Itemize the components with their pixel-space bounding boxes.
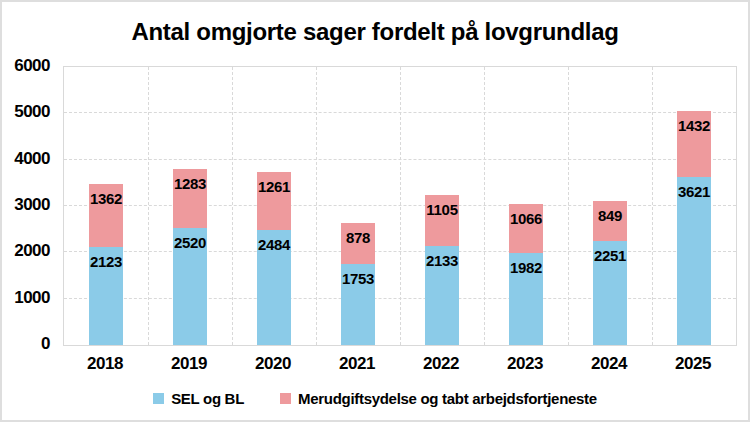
- v-gridline: [316, 67, 317, 345]
- x-tick-label: 2023: [483, 354, 567, 374]
- v-gridline: [232, 67, 233, 345]
- legend-swatch: [153, 393, 164, 404]
- y-axis: 0100020003000400050006000: [2, 66, 50, 344]
- bar-value-label: 2251: [578, 247, 642, 265]
- legend-label: Merudgiftsydelse og tabt arbejdsfortjene…: [298, 390, 597, 407]
- bar-value-label: 2520: [158, 234, 222, 252]
- bar-value-label: 1982: [494, 259, 558, 277]
- bar-value-label: 1105: [410, 201, 474, 219]
- y-tick-label: 2000: [2, 241, 50, 261]
- legend-item: SEL og BL: [153, 390, 244, 407]
- x-tick-label: 2024: [567, 354, 651, 374]
- bar-value-label: 1283: [158, 175, 222, 193]
- bar-value-label: 1432: [662, 117, 726, 135]
- x-axis: 20182019202020212022202320242025: [63, 354, 735, 374]
- v-gridline: [400, 67, 401, 345]
- bar-value-label: 2484: [242, 236, 306, 254]
- y-tick-label: 3000: [2, 195, 50, 215]
- bar-value-label: 849: [578, 207, 642, 225]
- y-tick-label: 5000: [2, 102, 50, 122]
- x-tick-label: 2025: [651, 354, 735, 374]
- v-gridline: [148, 67, 149, 345]
- x-tick-label: 2022: [399, 354, 483, 374]
- x-tick-label: 2021: [315, 354, 399, 374]
- stacked-bar-chart: Antal omgjorte sager fordelt på lovgrund…: [0, 0, 750, 422]
- y-tick-label: 1000: [2, 288, 50, 308]
- bar-value-label: 1066: [494, 210, 558, 228]
- y-tick-label: 6000: [2, 56, 50, 76]
- x-tick-label: 2019: [147, 354, 231, 374]
- x-tick-label: 2018: [63, 354, 147, 374]
- v-gridline: [652, 67, 653, 345]
- bar-value-label: 3621: [662, 183, 726, 201]
- legend-label: SEL og BL: [171, 390, 244, 407]
- legend-swatch: [280, 393, 291, 404]
- legend-item: Merudgiftsydelse og tabt arbejdsfortjene…: [280, 390, 597, 407]
- bar-value-label: 878: [326, 229, 390, 247]
- legend: SEL og BL Merudgiftsydelse og tabt arbejd…: [2, 390, 748, 407]
- y-tick-label: 0: [2, 334, 50, 354]
- x-tick-label: 2020: [231, 354, 315, 374]
- y-tick-label: 4000: [2, 149, 50, 169]
- v-gridline: [568, 67, 569, 345]
- bar-value-label: 2123: [74, 253, 138, 271]
- bar-value-label: 1362: [74, 190, 138, 208]
- bar-value-label: 1753: [326, 270, 390, 288]
- v-gridline: [484, 67, 485, 345]
- bar-value-label: 1261: [242, 178, 306, 196]
- bar-value-label: 2133: [410, 252, 474, 270]
- chart-title: Antal omgjorte sager fordelt på lovgrund…: [2, 18, 748, 46]
- bar-segment-sel-og-bl: [677, 177, 711, 345]
- plot-area: 2123 1362 2520 1283 2484 1261 1753 878 2133 1105 1…: [63, 66, 737, 346]
